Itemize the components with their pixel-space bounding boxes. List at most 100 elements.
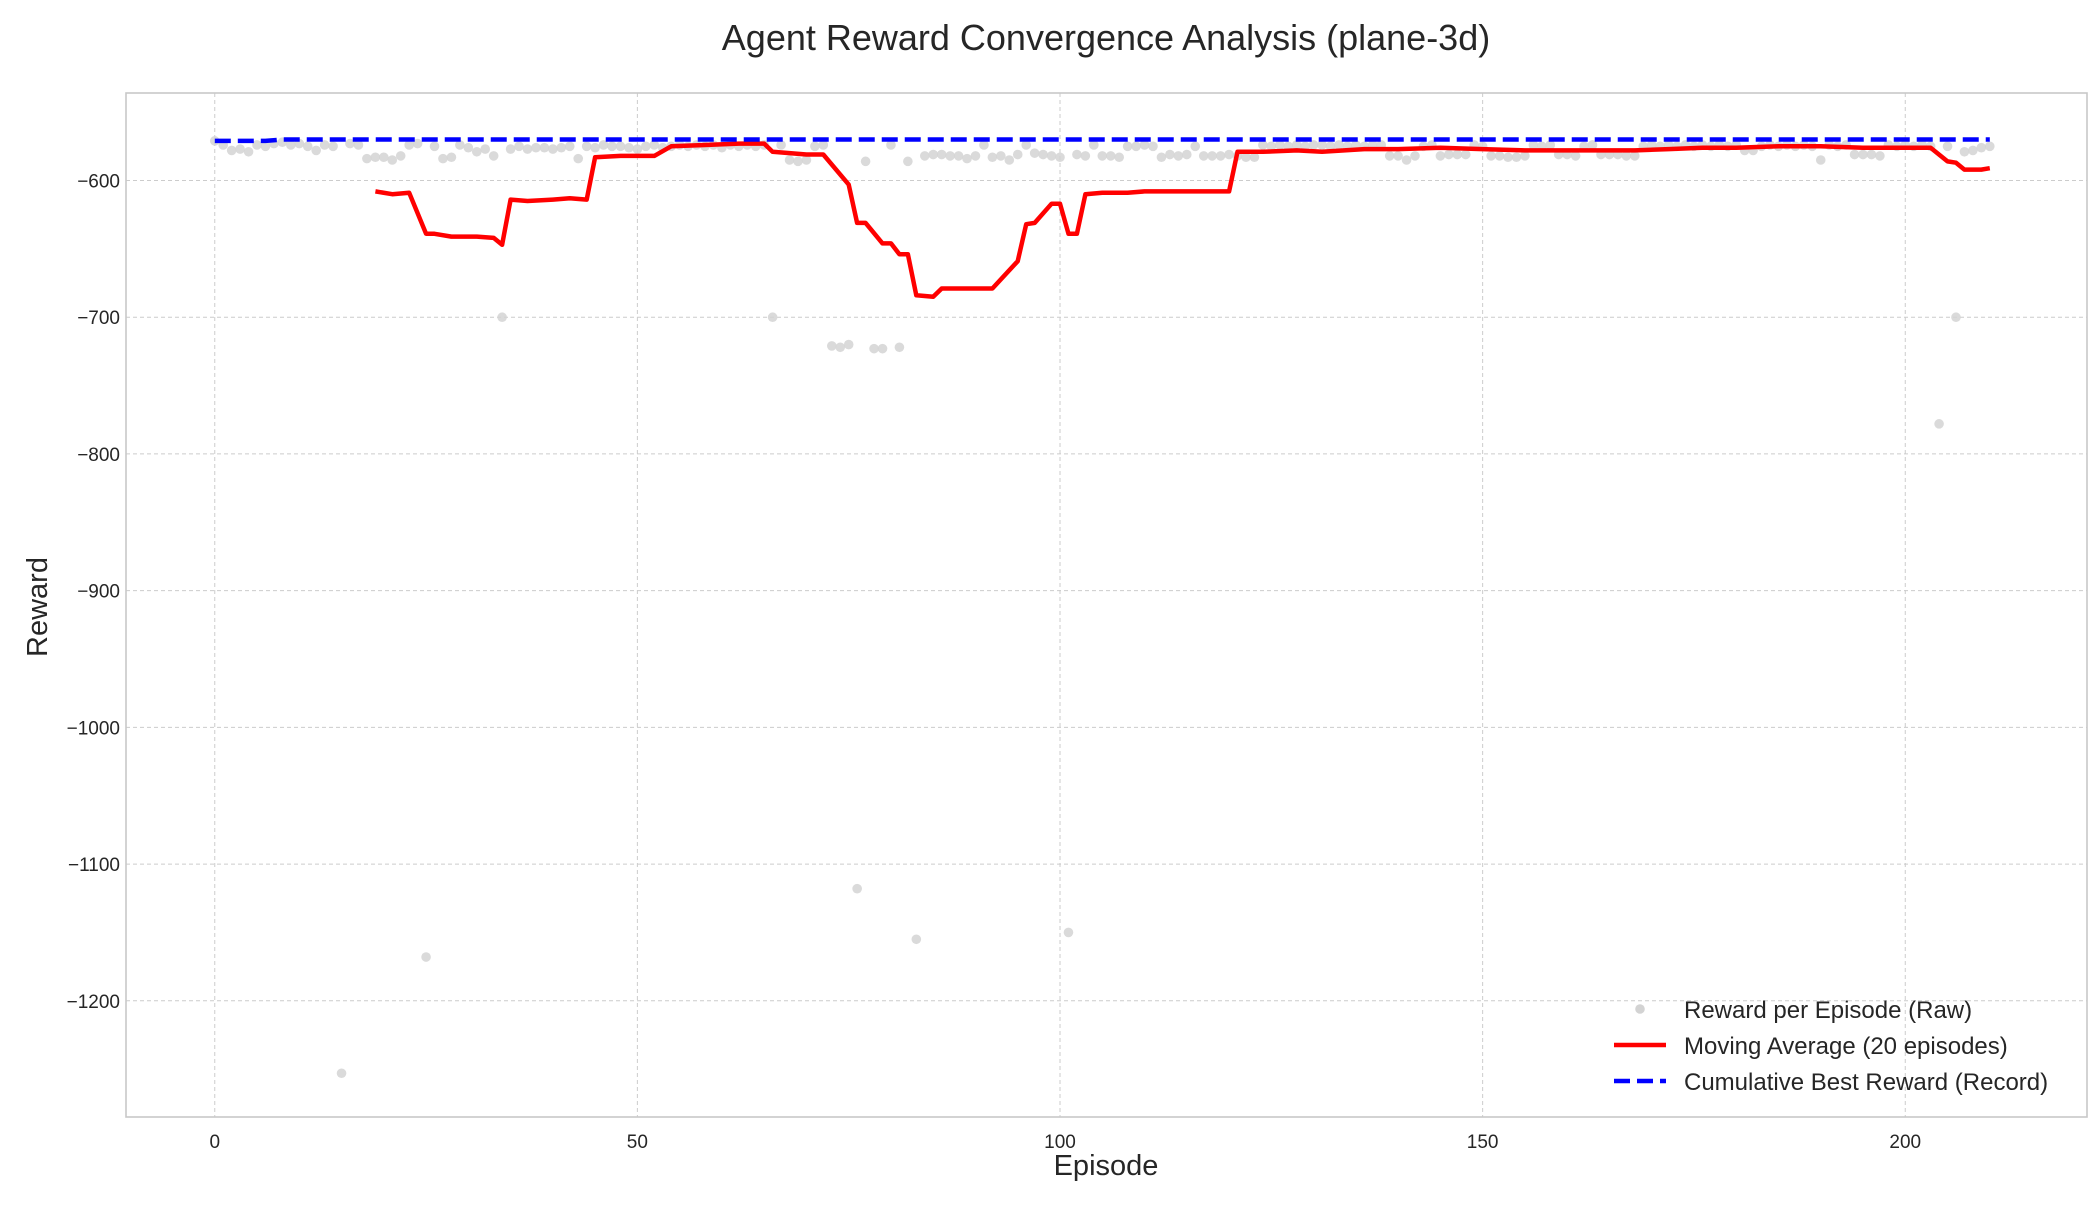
raw-reward-point: [598, 140, 609, 150]
y-tick-label: −1200: [67, 992, 120, 1013]
raw-reward-point: [911, 934, 922, 945]
raw-reward-point: [1291, 140, 1302, 150]
raw-reward-point: [1486, 151, 1496, 161]
raw-reward-point: [953, 151, 964, 161]
raw-reward-point: [302, 141, 313, 152]
x-tick-label: 100: [1044, 1132, 1076, 1153]
raw-reward-point: [877, 343, 888, 354]
raw-reward-point: [1055, 152, 1065, 163]
raw-reward-point: [996, 151, 1006, 161]
raw-reward-point: [962, 153, 972, 164]
raw-reward-point: [421, 952, 431, 962]
moving-average-20-episodes-line: [375, 141, 1991, 299]
series-moving-average-20-episodes: [375, 141, 1991, 299]
raw-reward-point: [1528, 140, 1539, 150]
raw-reward-point: [1942, 141, 1953, 152]
raw-reward-point: [1122, 141, 1133, 152]
raw-reward-point: [226, 145, 237, 156]
raw-reward-point: [641, 141, 651, 152]
raw-reward-point: [480, 144, 491, 154]
raw-reward-point: [1156, 152, 1167, 163]
raw-reward-point: [869, 343, 879, 354]
raw-reward-point: [1384, 151, 1395, 161]
raw-reward-point: [1629, 151, 1640, 161]
raw-reward-point: [573, 153, 584, 164]
raw-reward-point: [1114, 152, 1124, 163]
raw-reward-point: [438, 153, 448, 164]
raw-reward-point: [886, 140, 896, 150]
raw-reward-point: [793, 156, 803, 167]
raw-reward-point: [522, 144, 533, 154]
raw-reward-point: [539, 142, 550, 153]
raw-reward-point: [1410, 151, 1420, 161]
raw-reward-point: [1570, 151, 1581, 161]
x-tick-label: 0: [209, 1132, 220, 1153]
raw-reward-point: [919, 151, 930, 161]
raw-reward-point: [1190, 141, 1201, 152]
x-axis-label: Episode: [1054, 1150, 1159, 1182]
raw-reward-point: [1444, 149, 1454, 160]
raw-reward-point: [353, 140, 364, 150]
grid: [126, 93, 2087, 1117]
raw-reward-point: [1089, 140, 1099, 150]
series-reward-per-episode-raw: [209, 136, 1995, 1079]
raw-reward-point: [776, 140, 786, 150]
raw-reward-point: [387, 155, 398, 165]
raw-reward-point: [607, 141, 617, 152]
raw-reward-point: [1959, 146, 1970, 157]
raw-reward-point: [1460, 149, 1471, 160]
raw-reward-point: [1266, 141, 1277, 152]
raw-reward-point: [860, 156, 871, 167]
raw-reward-point: [1308, 140, 1319, 150]
raw-reward-point: [370, 152, 381, 163]
raw-reward-point: [1097, 151, 1108, 161]
raw-reward-point: [1012, 149, 1023, 160]
raw-reward-point: [564, 141, 575, 152]
raw-reward-point: [260, 141, 271, 152]
raw-reward-point: [319, 140, 330, 150]
raw-reward-point: [404, 140, 414, 150]
raw-reward-point: [1139, 140, 1150, 150]
raw-reward-point: [286, 140, 296, 150]
raw-reward-point: [1951, 312, 1961, 323]
raw-reward-point: [1621, 151, 1632, 161]
raw-reward-point: [1866, 149, 1877, 160]
raw-reward-point: [1063, 927, 1074, 938]
raw-reward-point: [649, 140, 660, 150]
raw-reward-point: [328, 141, 338, 152]
raw-reward-point: [1131, 141, 1141, 152]
x-tick-label: 200: [1889, 1132, 1921, 1153]
raw-reward-point: [395, 151, 406, 161]
raw-reward-point: [903, 156, 913, 167]
cumulative-best-reward-record-line: [214, 137, 1990, 144]
raw-reward-point: [1858, 149, 1868, 160]
raw-reward-point: [843, 339, 854, 350]
raw-reward-point: [632, 144, 643, 154]
raw-reward-point: [531, 142, 541, 153]
x-tick-label: 150: [1467, 1132, 1499, 1153]
raw-reward-point: [1875, 151, 1885, 161]
raw-reward-point: [1258, 140, 1268, 150]
raw-reward-point: [463, 142, 474, 153]
plot-frame: [125, 92, 2088, 1118]
raw-reward-point: [1815, 155, 1826, 165]
raw-reward-point: [488, 151, 499, 161]
raw-reward-point: [1021, 140, 1032, 150]
raw-reward-point: [1105, 151, 1116, 161]
raw-reward-point: [379, 152, 389, 163]
raw-reward-point: [801, 155, 812, 165]
raw-reward-point: [624, 142, 634, 153]
raw-reward-point: [1029, 148, 1040, 158]
raw-reward-point: [1148, 141, 1158, 152]
raw-reward-point: [471, 146, 482, 157]
raw-reward-point: [1046, 151, 1057, 161]
y-axis-ticks: −600 −700 −800 −900 −1000 −1100 −1200: [67, 171, 120, 1012]
y-tick-label: −1000: [67, 718, 120, 739]
raw-reward-point: [505, 144, 516, 154]
x-axis-ticks: 0 50 100 150 200: [209, 1132, 1921, 1153]
series-cumulative-best-reward-record: [214, 137, 1990, 144]
raw-reward-point: [446, 152, 457, 163]
raw-reward-point: [936, 149, 947, 160]
